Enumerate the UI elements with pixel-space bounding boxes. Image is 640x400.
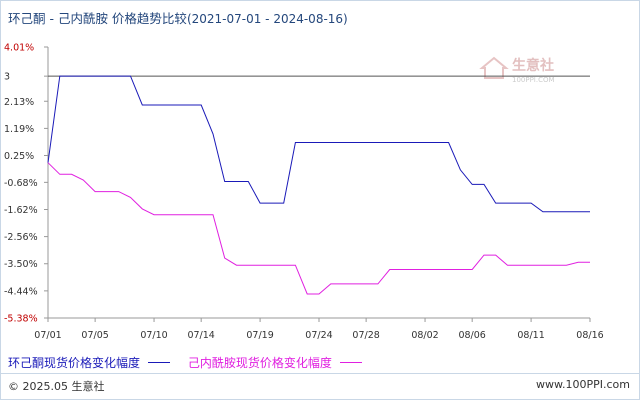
x-tick-label: 07/24 (305, 330, 332, 341)
watermark-house-icon (479, 56, 509, 79)
x-tick-label: 08/02 (411, 330, 438, 341)
y-tick-label: 4.01% (4, 43, 34, 54)
watermark-url: 100PPI.COM (512, 76, 555, 84)
footer-divider (1, 373, 639, 374)
chart-axes (47, 47, 590, 319)
legend-swatch-cyclohexanone (148, 362, 171, 363)
legend-label-caprolactam: 己内酰胺现货价格变化幅度 (187, 356, 332, 370)
y-tick-label: -5.38% (4, 314, 38, 325)
watermark-logo: 生意社 100PPI.COM (479, 56, 555, 84)
legend-swatch-caprolactam (339, 362, 362, 363)
legend: 环己酮现货价格变化幅度 己内酰胺现货价格变化幅度 (8, 354, 376, 371)
legend-label-cyclohexanone: 环己酮现货价格变化幅度 (8, 356, 141, 370)
watermark-name: 生意社 (512, 57, 554, 74)
legend-item-caprolactam: 己内酰胺现货价格变化幅度 (188, 354, 362, 371)
x-tick-label: 07/14 (187, 330, 214, 341)
x-tick-label: 08/06 (458, 330, 485, 341)
y-tick-labels: 4.01% 3 2.13% 1.19% 0.25% -0.68% -1.62% -2.56% -… (4, 43, 48, 325)
footer-site-link[interactable]: www.100PPI.com (536, 378, 630, 391)
series-lines (47, 75, 590, 295)
y-tick-label: -2.56% (4, 232, 38, 243)
footer-copyright: © 2025.05 生意社 (8, 380, 105, 393)
y-tick-label: 1.19% (4, 124, 34, 135)
chart-title-main: 环己酮 - 己内酰胺 价格趋势比较 (8, 11, 187, 26)
y-tick-label: 2.13% (4, 97, 34, 108)
y-tick-label: -0.68% (4, 178, 38, 189)
x-tick-label: 08/16 (576, 330, 603, 341)
x-tick-label: 07/19 (246, 330, 273, 341)
x-tick-label: 07/28 (352, 330, 379, 341)
y-tick-label: 3 (4, 72, 10, 83)
x-tick-label: 07/10 (140, 330, 167, 341)
y-tick-label: -4.44% (4, 286, 38, 297)
x-tick-label: 08/11 (517, 330, 544, 341)
series-line-caprolactam (47, 162, 590, 295)
y-tick-label: -1.62% (4, 205, 38, 216)
x-tick-label: 07/01 (34, 330, 61, 341)
chart-title: 环己酮 - 己内酰胺 价格趋势比较(2021-07-01 - 2024-08-1… (8, 8, 348, 27)
x-tick-labels: 07/01 07/05 07/10 07/14 07/19 07/24 07/28 08/02… (34, 318, 604, 341)
y-tick-label: -3.50% (4, 259, 38, 270)
chart-date-range: (2021-07-01 - 2024-08-16) (186, 12, 348, 26)
y-tick-label: 0.25% (4, 151, 34, 162)
series-line-cyclohexanone (47, 75, 590, 213)
legend-item-cyclohexanone: 环己酮现货价格变化幅度 (8, 354, 171, 371)
x-tick-label: 07/05 (81, 330, 108, 341)
